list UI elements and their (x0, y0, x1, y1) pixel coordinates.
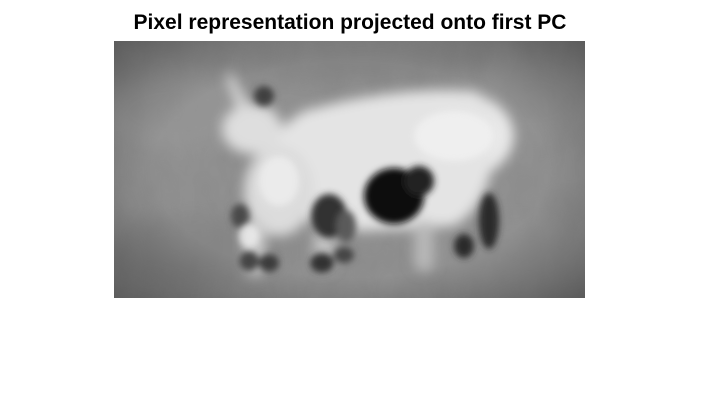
figure-title: Pixel representation projected onto firs… (133, 11, 567, 34)
projected-image-axes (114, 41, 585, 298)
projected-image (114, 41, 585, 298)
